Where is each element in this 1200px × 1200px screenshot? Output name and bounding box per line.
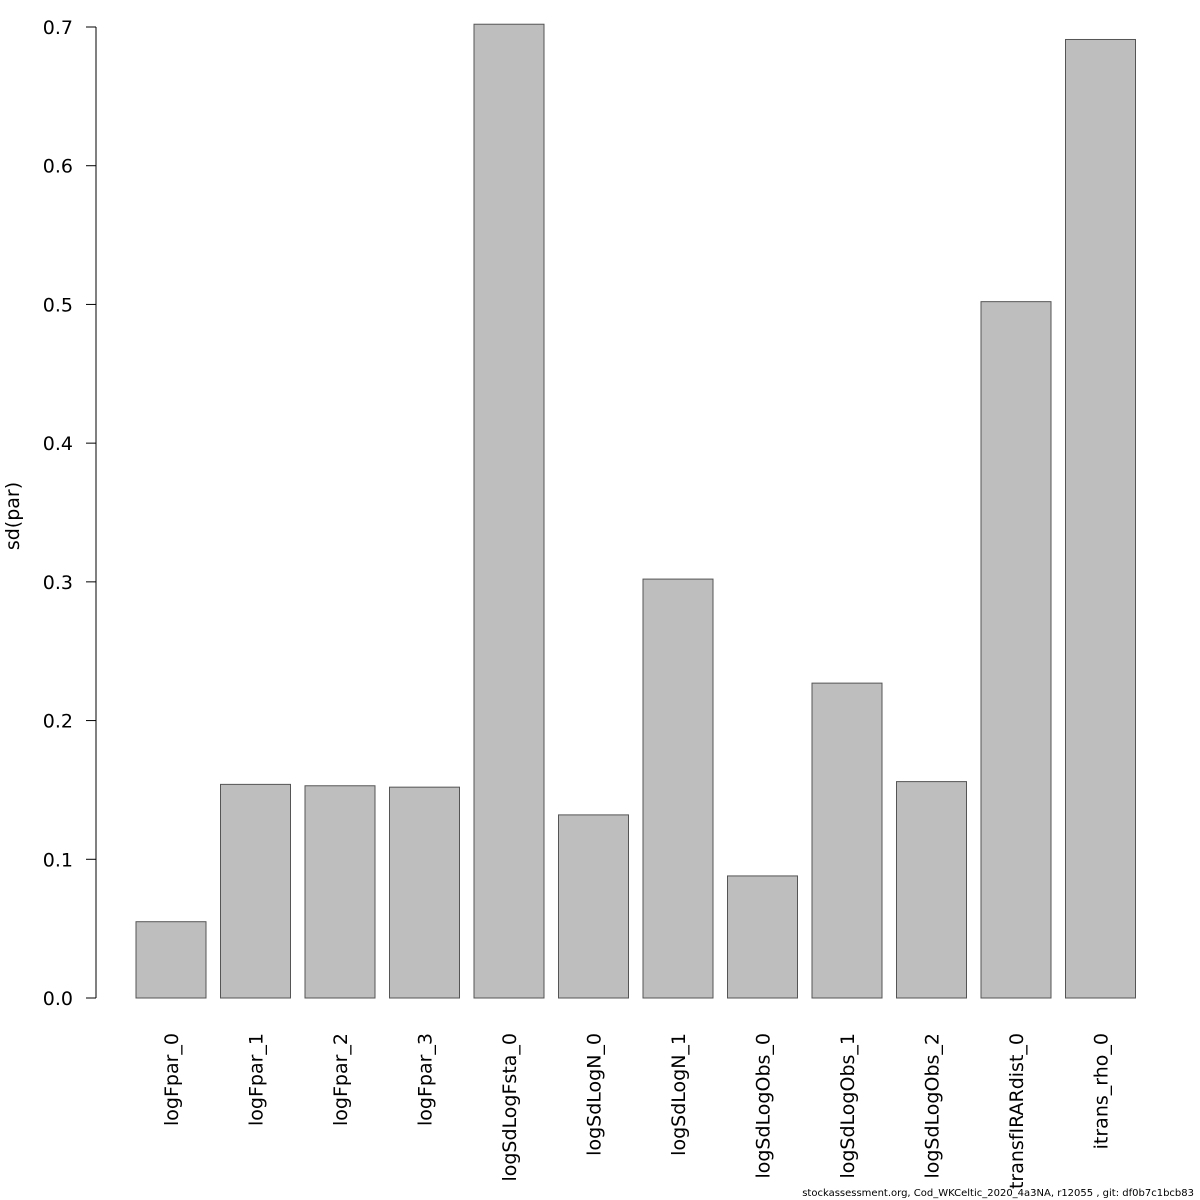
y-axis: 0.0 0.1 0.2 0.3 0.4 0.5 0.6 0.7: [43, 17, 97, 1010]
x-tick-label: logSdLogN_0: [584, 1033, 606, 1156]
x-tick-label: logSdLogObs_0: [753, 1033, 775, 1179]
y-tick-label: 0.6: [43, 156, 73, 178]
bar-logFpar_3: [389, 786, 460, 999]
bar-logSdLogObs_1: [811, 682, 883, 999]
y-axis-label: sd(par): [2, 482, 24, 550]
bar-logSdLogN_1: [642, 578, 714, 999]
x-tick-label: itrans_rho_0: [1091, 1033, 1113, 1149]
bar-logFpar_0: [135, 921, 207, 999]
x-tick-label: logSdLogFsta_0: [499, 1033, 521, 1182]
x-tick-label: logFpar_3: [415, 1033, 437, 1126]
bar-itrans_rho_0: [1065, 38, 1136, 999]
bar-logSdLogFsta_0: [473, 23, 545, 999]
y-tick-label: 0.2: [43, 711, 73, 733]
y-tick-label: 0.3: [43, 572, 73, 594]
x-tick-label: logSdLogObs_2: [922, 1033, 944, 1179]
x-tick-label: logFpar_0: [161, 1033, 183, 1126]
footer-note: stockassessment.org, Cod_WKCeltic_2020_4…: [802, 1188, 1194, 1199]
bar-logSdLogN_0: [558, 814, 629, 999]
y-tick-label: 0.0: [43, 988, 73, 1010]
x-tick-label: logFpar_1: [246, 1033, 268, 1126]
y-tick-label: 0.1: [43, 849, 73, 871]
bars: [135, 23, 1136, 999]
bar-logFpar_1: [220, 783, 291, 999]
bar-logSdLogObs_0: [727, 875, 798, 999]
bar-logFpar_2: [304, 785, 376, 999]
y-tick-label: 0.4: [43, 433, 73, 455]
y-tick-label: 0.7: [43, 17, 73, 39]
x-tick-label: logSdLogN_1: [668, 1033, 690, 1156]
x-tick-label: logFpar_2: [330, 1033, 352, 1126]
bar-logSdLogObs_2: [896, 781, 967, 999]
bar-transfIRARdist_0: [980, 301, 1052, 999]
x-tick-label: logSdLogObs_1: [837, 1033, 859, 1179]
y-tick-label: 0.5: [43, 294, 73, 316]
x-axis-labels: logFpar_0 logFpar_1 logFpar_2 logFpar_3 logS…: [161, 1033, 1113, 1189]
x-tick-label: transfIRARdist_0: [1006, 1033, 1028, 1189]
